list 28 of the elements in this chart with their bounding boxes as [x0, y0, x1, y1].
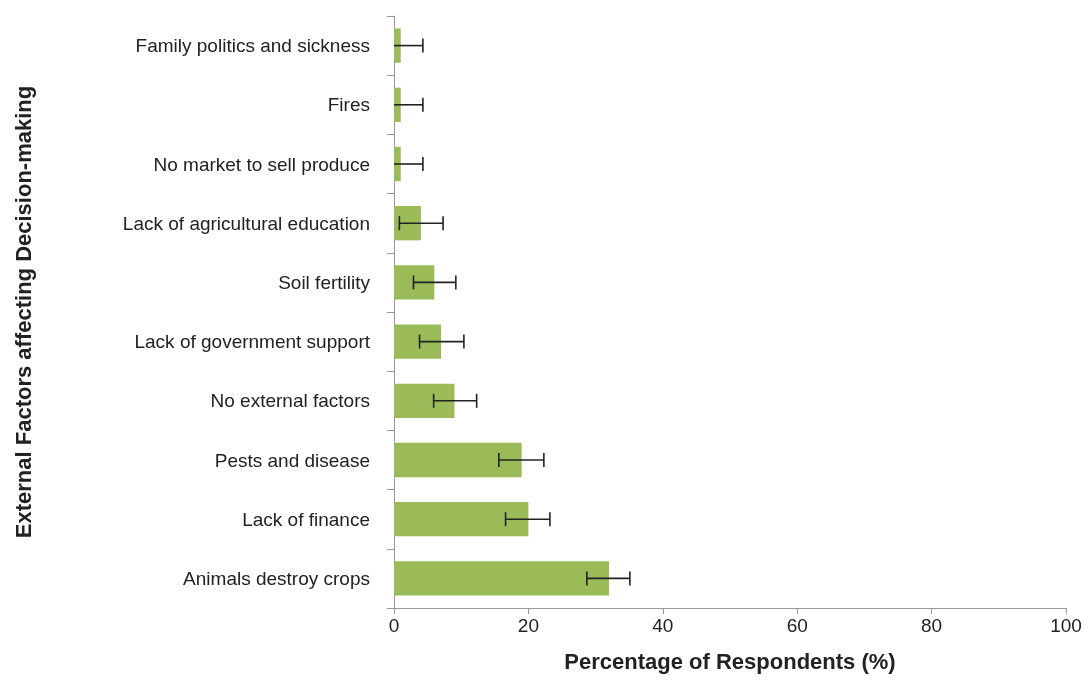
- y-tick-label: No external factors: [210, 390, 370, 412]
- y-tick-label: No market to sell produce: [153, 153, 370, 175]
- y-tick-label: Animals destroy crops: [183, 567, 370, 589]
- x-tick-label: 100: [1050, 615, 1082, 636]
- bar: [394, 383, 455, 418]
- bar: [394, 265, 435, 300]
- y-tick-label: Soil fertility: [278, 271, 371, 293]
- bar: [394, 146, 401, 182]
- bar: [394, 561, 610, 596]
- y-tick-label: Lack of agricultural education: [122, 212, 370, 234]
- bar: [394, 28, 401, 63]
- x-tick-label: 80: [921, 615, 943, 636]
- bar: [394, 442, 522, 478]
- x-tick-label: 60: [786, 615, 808, 636]
- y-tick-label: Lack of government support: [134, 331, 371, 353]
- x-tick-label: 40: [652, 615, 674, 636]
- y-tick-label: Family politics and sickness: [135, 35, 370, 57]
- y-tick-label: Fires: [327, 94, 370, 116]
- x-tick-label: 0: [388, 615, 400, 636]
- bar: [394, 206, 421, 241]
- y-axis-title: External Factors affecting Decision-making: [10, 85, 36, 539]
- bar: [394, 87, 401, 122]
- bar: [394, 502, 529, 537]
- bar: [394, 324, 442, 359]
- x-axis-title: Percentage of Respondents (%): [564, 648, 896, 674]
- y-tick-label: Pests and disease: [214, 449, 370, 471]
- x-tick-label: 20: [517, 615, 539, 636]
- y-tick-label: Lack of finance: [242, 508, 370, 530]
